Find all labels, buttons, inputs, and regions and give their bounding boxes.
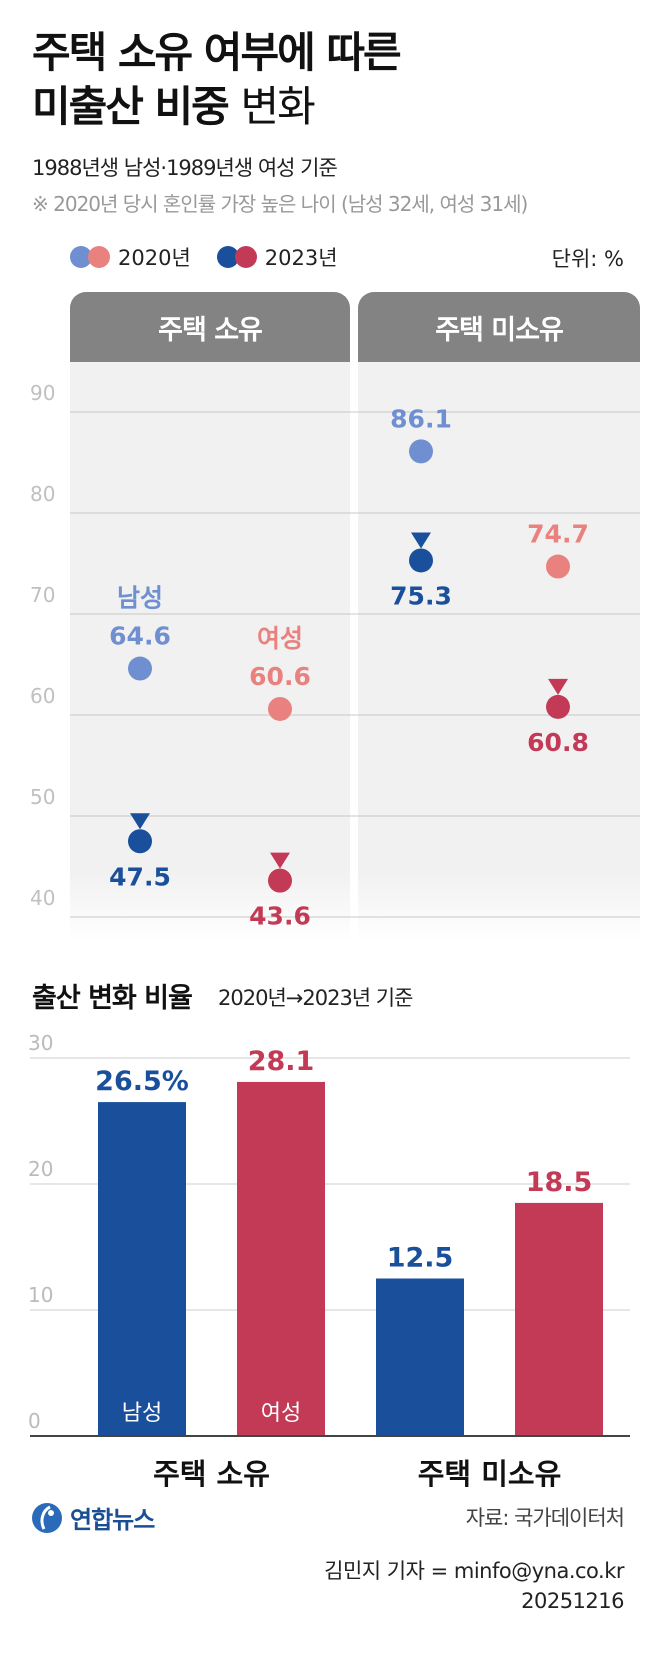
chart-subtitle: 1988년생 남성·1989년생 여성 기준	[32, 156, 338, 180]
legend-dot-female-2023	[234, 246, 257, 268]
bar-value-label: 26.5%	[95, 1066, 189, 1097]
arrow-head-icon	[130, 813, 150, 830]
bar	[98, 1102, 186, 1436]
legend-dot-male-2020	[70, 246, 92, 268]
bar-y-tick-label: 0	[28, 1409, 41, 1433]
legend-item-2023: 2023년	[216, 242, 338, 272]
publish-date: 20251216	[521, 1589, 624, 1613]
logo-text: 연합뉴스	[70, 1506, 155, 1534]
series-label: 남성	[117, 584, 163, 613]
reporter-info: 김민지 기자 = minfo@yna.co.kr 20251216	[324, 1556, 624, 1616]
chart-title: 주택 소유 여부에 따른 미출산 비중 변화	[32, 26, 402, 134]
data-label-2023: 75.3	[390, 581, 452, 610]
dot-2023	[268, 868, 292, 893]
data-label-2023: 47.5	[109, 862, 171, 891]
unit-label: 단위: %	[551, 247, 624, 271]
y-tick-label: 40	[30, 886, 55, 910]
y-tick-label: 50	[30, 785, 55, 809]
legend-dot-female-2020	[88, 246, 110, 268]
arrow-head-icon	[270, 852, 290, 869]
bar-category-label: 주택 미소유	[418, 1457, 562, 1491]
bar-y-tick-label: 20	[28, 1157, 53, 1181]
bar-category-label: 주택 소유	[153, 1457, 270, 1491]
y-tick-label: 60	[30, 684, 55, 708]
legend-item-2020: 2020년	[70, 242, 191, 272]
bar-value-label: 28.1	[248, 1046, 315, 1077]
bar-y-tick-label: 30	[28, 1031, 53, 1055]
y-tick-label: 70	[30, 583, 55, 607]
dot-2020	[128, 656, 152, 681]
bar	[515, 1202, 603, 1436]
data-label-2023: 43.6	[249, 902, 311, 931]
legend-label-2023: 2023년	[264, 246, 338, 270]
chart-note: ※ 2020년 당시 혼인률 가장 높은 나이 (남성 32세, 여성 31세)	[32, 192, 528, 216]
dot-2020	[546, 554, 570, 579]
data-label-2020: 64.6	[109, 622, 171, 651]
reporter-email: 김민지 기자 = minfo@yna.co.kr	[324, 1559, 624, 1583]
data-label-2023: 60.8	[527, 728, 589, 757]
legend-dot-male-2023	[216, 246, 239, 268]
logo: 연합뉴스	[30, 1500, 155, 1535]
bar-series-label: 남성	[122, 1401, 162, 1426]
arrow-head-icon	[411, 532, 431, 549]
data-label-2020: 74.7	[527, 520, 589, 549]
bar-value-label: 18.5	[526, 1167, 593, 1198]
data-label-2020: 60.6	[249, 662, 311, 691]
source-label: 자료: 국가데이터처	[465, 1506, 625, 1530]
panel-header-owned: 주택 소유	[70, 292, 350, 362]
bar-value-label: 12.5	[387, 1243, 454, 1274]
legend-label-2020: 2020년	[118, 246, 191, 270]
panel-header-not-owned: 주택 미소유	[358, 292, 640, 362]
panel-body-not-owned	[358, 362, 640, 942]
bar-chart-subtitle: 2020년→2023년 기준	[218, 986, 413, 1010]
series-label: 여성	[257, 624, 303, 653]
title-line1: 주택 소유 여부에 따른	[32, 28, 402, 77]
y-tick-label: 80	[30, 482, 55, 506]
bar	[237, 1081, 325, 1436]
bar-y-tick-label: 10	[28, 1283, 53, 1307]
dot-2020	[268, 696, 292, 721]
dot-2023	[128, 829, 152, 854]
title-line2-light: 변화	[240, 82, 315, 131]
dot-2023	[546, 694, 570, 719]
arrow-head-icon	[548, 678, 568, 695]
dot-2023	[409, 548, 433, 573]
y-tick-label: 90	[30, 381, 55, 405]
bar-chart-title: 출산 변화 비율	[32, 983, 193, 1014]
panel-body-owned	[70, 362, 350, 942]
dot-2020	[409, 439, 433, 464]
yonhap-logo-icon	[32, 1502, 62, 1533]
bar-series-label: 여성	[261, 1401, 301, 1426]
legend: 2020년 2023년	[70, 240, 364, 274]
data-label-2020: 86.1	[390, 404, 452, 433]
bar	[376, 1278, 464, 1436]
title-line2-bold: 미출산 비중	[32, 82, 230, 131]
